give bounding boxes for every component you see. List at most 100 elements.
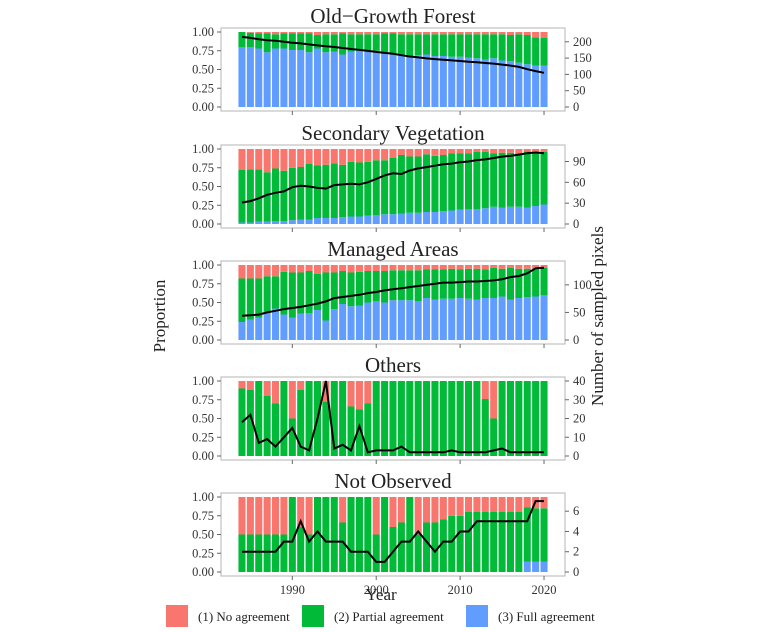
bar-no-agreement — [473, 32, 481, 35]
bar-partial-agreement — [389, 527, 397, 572]
y-tick-label: 0.25 — [192, 198, 214, 212]
bar-partial-agreement — [305, 164, 313, 220]
bar-partial-agreement — [464, 268, 473, 299]
bar-partial-agreement — [347, 272, 355, 307]
bar-partial-agreement — [498, 268, 506, 297]
bar-partial-agreement — [515, 153, 523, 207]
bar-no-agreement — [523, 265, 531, 269]
bar-no-agreement — [339, 265, 347, 271]
y-tick-label: 0.50 — [192, 528, 214, 542]
bar-partial-agreement — [423, 34, 431, 55]
bar-no-agreement — [313, 265, 322, 274]
bar-no-agreement — [448, 265, 456, 269]
bar-partial-agreement — [448, 268, 456, 299]
bar-partial-agreement — [481, 34, 489, 60]
bar-partial-agreement — [297, 527, 305, 572]
bar-full-agreement — [523, 207, 531, 224]
legend-swatch — [466, 605, 488, 627]
bar-full-agreement — [381, 214, 389, 224]
bar-partial-agreement — [532, 508, 540, 562]
bar-full-agreement — [246, 47, 254, 107]
y-tick-label: 0.75 — [192, 393, 214, 407]
bar-no-agreement — [288, 265, 296, 273]
y2-tick-label: 0 — [573, 565, 579, 579]
bar-partial-agreement — [490, 268, 498, 298]
bar-no-agreement — [523, 497, 531, 508]
bar-no-agreement — [272, 381, 280, 404]
bar-partial-agreement — [347, 497, 355, 572]
bar-full-agreement — [364, 51, 372, 107]
bar-partial-agreement — [238, 278, 246, 322]
bar-partial-agreement — [490, 418, 498, 456]
y2-tick-label: 0 — [573, 449, 579, 463]
bar-partial-agreement — [297, 390, 305, 456]
bar-full-agreement — [456, 56, 464, 107]
bar-no-agreement — [347, 265, 355, 273]
y2-tick-label: 30 — [573, 393, 586, 407]
legend-label: (2) Partial agreement — [334, 609, 444, 624]
bar-partial-agreement — [339, 33, 347, 55]
bar-no-agreement — [305, 497, 313, 535]
bar-partial-agreement — [473, 268, 481, 300]
bar-partial-agreement — [532, 381, 540, 456]
bar-no-agreement — [297, 381, 305, 390]
bar-partial-agreement — [423, 269, 431, 298]
bar-partial-agreement — [389, 158, 397, 215]
bar-no-agreement — [255, 149, 263, 170]
bar-partial-agreement — [330, 381, 338, 456]
y2-axis-label: Number of sampled pixels — [588, 226, 607, 406]
bar-partial-agreement — [238, 32, 246, 47]
y2-tick-label: 100 — [573, 278, 592, 292]
y2-tick-label: 0 — [573, 100, 579, 114]
bar-no-agreement — [423, 265, 431, 270]
bar-full-agreement — [515, 206, 523, 224]
bar-full-agreement — [464, 298, 473, 340]
bar-full-agreement — [263, 221, 271, 224]
bar-partial-agreement — [330, 163, 338, 218]
y-tick-label: 1.00 — [192, 490, 214, 504]
bar-full-agreement — [439, 56, 447, 107]
bar-partial-agreement — [389, 270, 397, 301]
y2-tick-label: 200 — [573, 35, 592, 49]
bar-no-agreement — [397, 149, 405, 155]
y2-tick-label: 0 — [573, 217, 579, 231]
bar-full-agreement — [431, 299, 439, 340]
bar-no-agreement — [448, 497, 456, 516]
bar-partial-agreement — [372, 381, 380, 456]
bar-full-agreement — [288, 50, 296, 107]
bar-full-agreement — [423, 54, 431, 107]
bar-partial-agreement — [381, 160, 389, 215]
bar-no-agreement — [339, 32, 347, 34]
bar-partial-agreement — [272, 168, 280, 221]
x-tick-label: 2020 — [532, 583, 557, 597]
bar-no-agreement — [448, 149, 456, 154]
bar-partial-agreement — [448, 153, 456, 211]
bar-partial-agreement — [280, 534, 288, 572]
legend-swatch — [302, 605, 324, 627]
bar-partial-agreement — [481, 269, 489, 298]
bar-no-agreement — [439, 265, 447, 270]
bar-full-agreement — [339, 54, 347, 107]
bar-no-agreement — [280, 32, 288, 34]
bar-no-agreement — [464, 497, 473, 512]
bar-full-agreement — [439, 298, 447, 340]
bar-full-agreement — [372, 301, 380, 340]
bar-full-agreement — [330, 309, 338, 340]
bar-full-agreement — [406, 57, 414, 107]
bar-no-agreement — [431, 32, 439, 35]
bar-partial-agreement — [473, 34, 481, 59]
y2-tick-label: 60 — [573, 175, 586, 189]
bar-no-agreement — [372, 32, 380, 35]
bar-partial-agreement — [414, 156, 422, 213]
bar-partial-agreement — [389, 381, 397, 456]
bar-partial-agreement — [255, 169, 263, 222]
bar-full-agreement — [364, 215, 372, 224]
bar-partial-agreement — [481, 512, 489, 572]
bar-no-agreement — [330, 32, 338, 35]
bar-no-agreement — [263, 381, 271, 396]
bar-no-agreement — [456, 497, 464, 516]
bar-full-agreement — [288, 220, 296, 224]
y-tick-label: 0.75 — [192, 509, 214, 523]
bar-full-agreement — [523, 561, 531, 572]
